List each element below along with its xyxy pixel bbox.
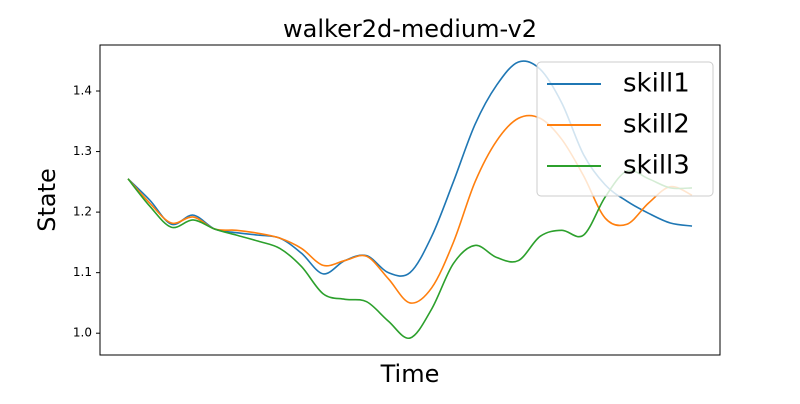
series-line: [127, 169, 693, 339]
y-tick-label: 1.4: [73, 84, 92, 98]
y-tick-label: 1.0: [73, 326, 92, 340]
legend-label: skill3: [623, 151, 690, 181]
series-line: [127, 114, 693, 304]
y-axis-label: State: [33, 168, 61, 232]
legend-label: skill2: [623, 110, 690, 140]
y-tick-label: 1.3: [73, 144, 92, 158]
axes-frame: [99, 44, 721, 356]
legend-box: [536, 61, 714, 197]
x-axis-label: Time: [380, 360, 440, 388]
chart-title: walker2d-medium-v2: [283, 15, 537, 43]
y-tick-label: 1.2: [73, 205, 92, 219]
y-tick-label: 1.1: [73, 265, 92, 279]
legend-label: skill1: [623, 69, 690, 99]
